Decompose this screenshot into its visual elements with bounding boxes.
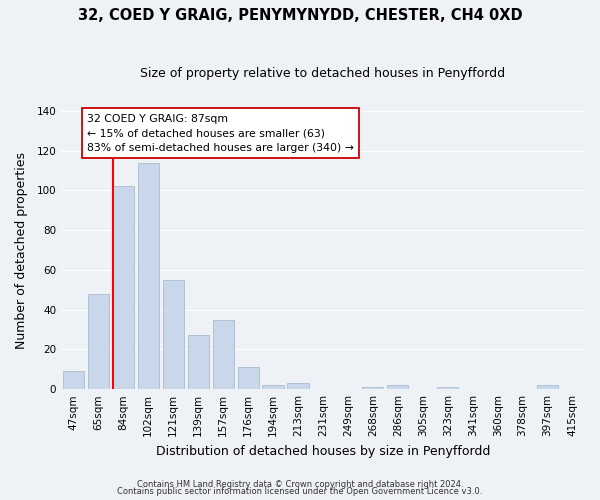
Bar bbox=[287, 383, 308, 389]
Bar bbox=[163, 280, 184, 389]
Bar bbox=[63, 372, 84, 389]
X-axis label: Distribution of detached houses by size in Penyffordd: Distribution of detached houses by size … bbox=[156, 444, 490, 458]
Bar bbox=[362, 387, 383, 389]
Bar bbox=[238, 368, 259, 389]
Bar bbox=[188, 336, 209, 389]
Title: Size of property relative to detached houses in Penyffordd: Size of property relative to detached ho… bbox=[140, 68, 506, 80]
Bar bbox=[113, 186, 134, 389]
Y-axis label: Number of detached properties: Number of detached properties bbox=[15, 152, 28, 348]
Text: 32, COED Y GRAIG, PENYMYNYDD, CHESTER, CH4 0XD: 32, COED Y GRAIG, PENYMYNYDD, CHESTER, C… bbox=[77, 8, 523, 22]
Text: Contains public sector information licensed under the Open Government Licence v3: Contains public sector information licen… bbox=[118, 488, 482, 496]
Text: Contains HM Land Registry data © Crown copyright and database right 2024.: Contains HM Land Registry data © Crown c… bbox=[137, 480, 463, 489]
Bar bbox=[212, 320, 234, 389]
Bar bbox=[88, 294, 109, 389]
Bar bbox=[537, 385, 558, 389]
Bar bbox=[437, 387, 458, 389]
Bar bbox=[262, 385, 284, 389]
Bar bbox=[137, 162, 159, 389]
Text: 32 COED Y GRAIG: 87sqm
← 15% of detached houses are smaller (63)
83% of semi-det: 32 COED Y GRAIG: 87sqm ← 15% of detached… bbox=[87, 114, 354, 152]
Bar bbox=[387, 385, 409, 389]
